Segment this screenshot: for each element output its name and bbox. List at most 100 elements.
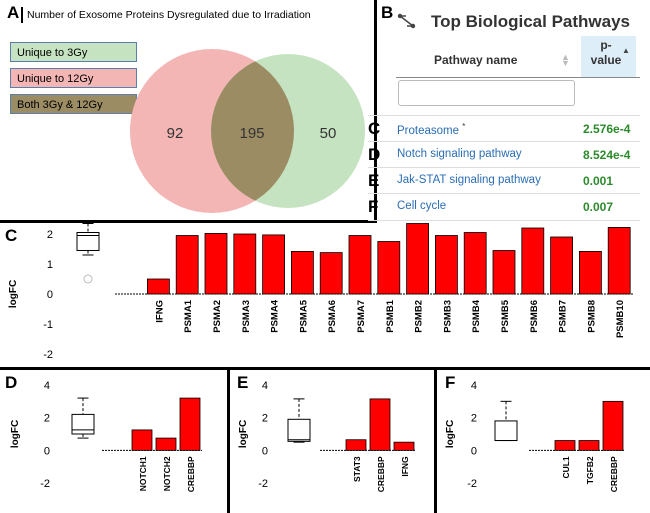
bar-psma1 (175, 235, 199, 295)
pathway-link-notch[interactable]: Notch signaling pathway (397, 148, 522, 160)
bar-psmb6 (521, 227, 545, 295)
panel-b-letter: B (381, 3, 394, 22)
category-label: PSMB2 (414, 300, 425, 333)
y-tick-label: 0 (262, 445, 268, 457)
y-axis-label: logFC (8, 280, 19, 308)
boxplot-box (494, 420, 518, 442)
venn-count-both: 195 (239, 125, 264, 142)
y-tick-label: 0 (47, 289, 53, 301)
sort-icon-p-value[interactable]: ▲ (622, 46, 630, 55)
bar-psmb1 (377, 241, 401, 295)
bar-psmb4 (463, 232, 487, 295)
frame-divider-vertical-top (374, 0, 377, 222)
column-header-pathway-name[interactable]: Pathway name (434, 53, 518, 67)
pathway-row-e[interactable]: E Jak-STAT signaling pathway 0.001 (368, 167, 640, 194)
pathway-link-cell-cycle[interactable]: Cell cycle (397, 200, 447, 212)
bar-psmb7 (550, 236, 573, 295)
pathway-row-f[interactable]: F Cell cycle 0.007 (368, 193, 640, 221)
y-tick-label: -2 (43, 349, 53, 361)
pathway-p-value: 8.524e-4 (583, 148, 631, 162)
sort-icon-pathway[interactable]: ▲ ▼ (561, 52, 570, 68)
category-label: CUL1 (561, 456, 571, 478)
pathway-link-jak-stat[interactable]: Jak-STAT signaling pathway (397, 174, 541, 186)
frame-divider-horizontal-bottom (0, 367, 650, 370)
legend-item-3gy: Unique to 3Gy (10, 42, 137, 62)
category-label: TGFB2 (585, 456, 595, 484)
category-label: IFNG (400, 456, 410, 477)
pathway-letter: D (368, 145, 381, 164)
pathway-letter: F (368, 197, 379, 216)
y-tick-label: 4 (262, 380, 268, 392)
bar-psmb2 (406, 223, 430, 295)
pathways-title: Top Biological Pathways (431, 12, 630, 31)
bar-psmb10 (607, 227, 631, 295)
category-label: PSMA3 (241, 300, 252, 333)
filter-input[interactable] (398, 80, 575, 106)
pathway-row-c[interactable]: C Proteasome * 2.576e-4 (368, 115, 640, 142)
y-tick-label: 2 (47, 229, 53, 241)
bar-cul1 (554, 440, 576, 451)
pathway-letter: E (368, 171, 380, 190)
bar-psmb3 (434, 235, 458, 295)
bar-psmb5 (492, 250, 516, 295)
bar-psma4 (262, 234, 286, 295)
y-tick-label: 1 (47, 259, 53, 271)
category-label: PSMA2 (212, 300, 223, 333)
y-tick-label: -1 (43, 319, 53, 331)
pathway-footnote-mark: * (462, 122, 466, 131)
pathway-link-proteasome[interactable]: Proteasome * (397, 122, 466, 137)
y-tick-label: -2 (258, 478, 268, 490)
column-header-p-value-cell[interactable] (581, 36, 636, 78)
category-label: PSMB5 (500, 299, 511, 332)
category-label: PSMA7 (356, 300, 367, 333)
category-label: PSMA4 (270, 299, 281, 332)
header-rule (396, 77, 640, 78)
panel-a-title-bar (21, 7, 23, 23)
panel-letter: C (5, 226, 17, 245)
venn-diagram: 92 195 50 (130, 49, 365, 213)
bar-tgfb2 (578, 440, 600, 451)
legend-item-12gy: Unique to 12Gy (10, 68, 137, 88)
category-label: NOTCH1 (138, 456, 148, 491)
y-axis-label: logFC (238, 420, 249, 448)
panel-a-letter: A (7, 3, 20, 22)
panel-letter: E (237, 373, 248, 392)
bar-psma6 (319, 252, 343, 295)
frame-divider-de (227, 369, 230, 513)
category-label: PSMA6 (327, 300, 338, 333)
bar-psma7 (348, 235, 372, 295)
bar-ifng (146, 278, 170, 295)
bar-notch1 (131, 429, 153, 451)
category-label: NOTCH2 (162, 456, 172, 491)
panel-a-title: Number of Exosome Proteins Dysregulated … (27, 9, 311, 21)
category-label: PSMB6 (529, 300, 540, 333)
bar-crebbp (179, 397, 201, 451)
network-icon (397, 13, 416, 29)
bar-crebbp (369, 398, 391, 451)
y-tick-label: -2 (40, 478, 50, 490)
bar-notch2 (155, 437, 177, 451)
category-label: PSMA1 (183, 299, 194, 332)
y-tick-label: 0 (471, 445, 477, 457)
boxplot-box (71, 413, 95, 435)
bar-crebbp (602, 400, 624, 451)
category-label: PSMB3 (442, 300, 453, 333)
venn-count-12gy: 92 (167, 125, 184, 142)
boxplot-box (287, 418, 311, 442)
column-header-p-value[interactable]: p-value (590, 38, 622, 67)
category-label: PSMB4 (471, 299, 482, 332)
pathway-p-value: 0.007 (583, 200, 614, 214)
legend-item-both: Both 3Gy & 12Gy (10, 94, 137, 114)
boxplot-outlier (83, 274, 93, 284)
category-label: PSMB1 (385, 299, 396, 332)
bar-psma3 (233, 233, 257, 295)
venn-count-3gy: 50 (320, 125, 337, 142)
category-label: CREBBP (609, 456, 619, 492)
pathway-letter: C (368, 119, 381, 138)
pathway-row-d[interactable]: D Notch signaling pathway 8.524e-4 (368, 141, 640, 168)
category-label: IFNG (154, 300, 165, 323)
